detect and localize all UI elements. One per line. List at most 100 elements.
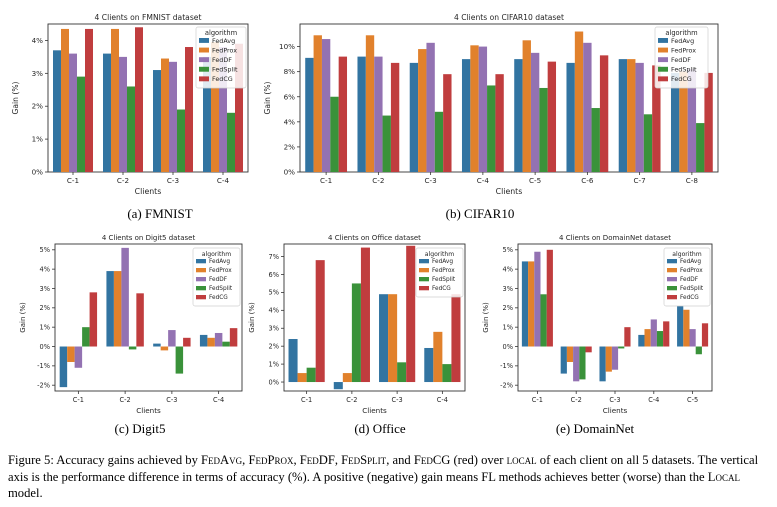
x-tick-label-c-3: C-3 [609,396,620,404]
bar-fedavg-c-4 [638,334,645,347]
bar-fedavg-c-8 [670,72,680,172]
method-fedcg: FedCG [413,453,451,467]
subcaption-digit5: (c) Digit5 [114,421,166,436]
chart-title: 4 Clients on DomainNet dataset [559,234,671,242]
y-tick-label: 4% [284,117,296,126]
bar-fedcg-c-4 [229,328,238,347]
bar-fedavg-c-1 [305,57,314,172]
plot-frame [54,243,243,392]
plot-frame [299,23,719,173]
y-tick-label: -2% [37,382,50,390]
legend-swatch-fedsplit [667,286,677,291]
bar-fedprox-c-4 [644,329,651,347]
x-tick-label-c-1: C-1 [320,176,332,185]
bar-fedcg-c-2 [136,293,144,347]
bar-fedavg-c-7 [618,59,628,172]
bar-fedcg-c-5 [701,323,709,347]
legend-label-fedavg: FedAvg [680,259,701,265]
x-axis-label: Clients [496,187,523,196]
chart-4-clients-on-office-dataset: 4 Clients on Office dataset 0% 1% 2% 3% 4% 5% 6… [248,234,466,415]
x-axis-label: Clients [362,406,387,415]
bar-fedcg-c-3 [443,74,452,172]
bar-feddf-c-7 [635,62,644,172]
bar-fedavg-c-4 [424,347,434,383]
chart-4-clients-on-digit5-dataset: 4 Clients on Digit5 dataset -2% -1% 0% 1% 2% 3… [19,234,243,415]
legend-title: algorithm [425,251,454,258]
bar-fedcg-c-1 [85,28,93,172]
x-tick-label-c-4: C-4 [217,176,230,185]
bar-feddf-c-3 [426,42,435,172]
bar-fedavg-c-4 [199,334,208,347]
y-tick-label: 10% [279,42,295,51]
y-axis-label: Gain (%) [248,302,256,333]
bar-fedsplit-c-6 [591,108,600,172]
bar-fedavg-c-4 [461,59,471,172]
x-tick-label-c-2: C-2 [120,396,131,404]
x-tick-label-c-4: C-4 [648,396,659,404]
bar-fedprox-c-8 [679,71,688,172]
legend-title: algorithm [205,29,237,37]
bar-fedprox-c-6 [574,31,584,173]
bar-fedsplit-c-4 [227,112,235,172]
bar-fedavg-c-1 [53,50,61,172]
y-tick-label: -1% [500,362,513,370]
x-tick-label-c-3: C-3 [167,176,179,185]
bar-feddf-c-3 [169,61,177,173]
x-tick-label-c-4: C-4 [477,176,490,185]
y-axis-label: Gain (%) [482,302,490,333]
legend-label-fedavg: FedAvg [432,259,453,265]
bar-feddf-c-2 [119,56,127,173]
legend-swatch-fedcg [419,286,429,291]
legend-title: algorithm [202,251,231,258]
bar-fedavg-c-2 [103,53,111,172]
bar-fedcg-c-1 [546,249,553,347]
y-tick-label: 0% [284,168,296,177]
figure-5-charts: 4 Clients on FMNIST dataset 0% 1% 2% 3% 4% Gai… [11,13,719,415]
bar-feddf-c-4 [650,319,657,347]
y-tick-label: 3% [269,325,279,333]
y-axis-label: Gain (%) [11,81,20,114]
bar-fedavg-c-3 [153,343,161,347]
bar-fedsplit-c-3 [618,346,625,349]
y-tick-label: 1% [503,323,513,331]
legend-swatch-feddf [667,277,677,282]
legend-label-fedavg: FedAvg [212,37,235,45]
bar-feddf-c-5 [689,329,696,347]
y-tick-label: 2% [32,102,44,111]
subcaption-cifar10: (b) CIFAR10 [445,206,515,221]
legend-label-fedprox: FedProx [680,268,703,274]
bar-fedprox-c-3 [605,346,612,372]
bar-feddf-c-1 [321,39,331,173]
y-axis-label: Gain (%) [263,81,272,114]
legend-title: algorithm [672,251,701,258]
bar-fedsplit-c-1 [540,294,547,347]
legend-label-fedprox: FedProx [212,46,237,54]
legend-label-fedsplit: FedSplit [432,277,456,283]
method-fedprox: FedProx [248,453,294,467]
legend-swatch-fedsplit [196,286,206,291]
y-tick-label: 0% [503,343,513,351]
bar-fedsplit-c-4 [222,341,230,347]
bar-fedsplit-c-2 [351,283,361,383]
bar-fedcg-c-2 [390,62,400,172]
subcaption-domainnet: (e) DomainNet [555,421,635,436]
bar-fedavg-c-2 [106,271,114,347]
y-tick-label: -1% [37,362,50,370]
bar-fedprox-c-1 [528,261,535,347]
bar-feddf-c-8 [687,69,697,172]
bar-fedsplit-c-2 [579,346,586,380]
subcaption-fmnist: (a) FMNIST [127,206,193,221]
legend-label-feddf: FedDF [680,277,698,283]
bar-fedsplit-c-1 [82,327,90,347]
subcaption-office: (d) Office [354,421,406,436]
bar-fedprox-c-3 [388,294,398,383]
legend-swatch-fedavg [658,38,668,43]
bar-fedavg-c-5 [514,59,523,172]
bar-fedcg-c-2 [360,247,370,383]
plot-frame [47,23,249,173]
y-tick-label: -2% [500,382,513,390]
chart-title: 4 Clients on FMNIST dataset [95,13,202,22]
